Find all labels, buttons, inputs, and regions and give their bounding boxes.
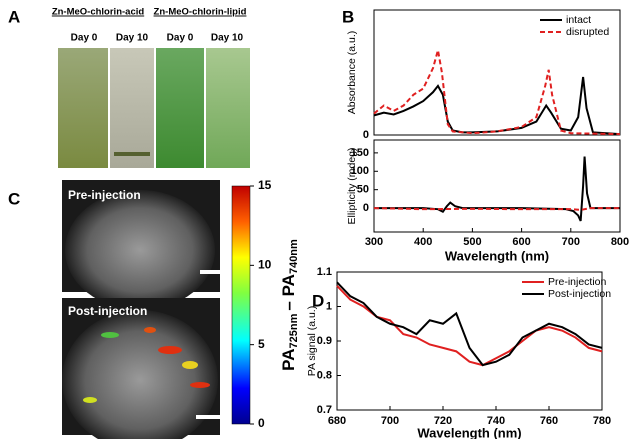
legend-label: Pre-injection — [548, 276, 607, 288]
colorbar-tick-label: 5 — [258, 337, 265, 351]
colorbar-tick-label: 10 — [258, 258, 272, 272]
tissue — [62, 310, 218, 439]
colorbar-tick-label: 15 — [258, 178, 272, 192]
y-tick-label: 0.8 — [317, 369, 332, 381]
tissue — [65, 190, 215, 310]
label-part: PA — [279, 348, 298, 370]
series-line — [336, 281, 603, 367]
colorbar — [231, 185, 251, 425]
y-tick-label: 0 — [363, 129, 369, 141]
x-tick-label: 600 — [512, 236, 530, 248]
vial-photo — [58, 48, 108, 168]
label-part: 740nm — [288, 239, 300, 274]
group-label: Zn-MeO-chlorin-lipid — [154, 7, 247, 18]
scale-bar — [196, 415, 220, 419]
y-axis-label: Absorbance (a.u.) — [346, 31, 358, 114]
x-tick-label: 300 — [365, 236, 383, 248]
series-line — [373, 49, 621, 136]
scale-bar — [200, 270, 222, 274]
panel-letter: B — [342, 7, 354, 26]
y-axis-label: PA signal (a.u.) — [306, 306, 318, 376]
y-tick-label: 1.1 — [317, 266, 332, 278]
x-tick-label: 700 — [381, 415, 399, 427]
colorbar-label: PA725nm – PA740nm — [279, 239, 299, 371]
y-tick-label: 0 — [363, 202, 369, 214]
day-label: Day 10 — [211, 33, 244, 44]
plot-area — [373, 9, 621, 136]
y-tick-label: 0.9 — [317, 335, 332, 347]
legend-label: intact — [566, 14, 591, 26]
series-line — [373, 207, 620, 211]
plot-area — [373, 139, 621, 233]
day-label: Day 0 — [167, 33, 194, 44]
panel-letter: D — [312, 291, 324, 310]
vial-photo — [156, 48, 204, 168]
y-tick-label: 50 — [357, 184, 369, 196]
image-label: Pre-injection — [68, 188, 141, 202]
pa-overlay — [83, 327, 210, 403]
series-line — [336, 285, 603, 367]
x-tick-label: 740 — [487, 415, 505, 427]
vial-photo — [206, 48, 250, 168]
x-tick-label: 500 — [463, 236, 481, 248]
y-tick-label: 100 — [351, 165, 369, 177]
y-tick-label: 1 — [326, 300, 332, 312]
group-label: Zn-MeO-chlorin-acid — [52, 7, 145, 18]
y-tick-label: 0.7 — [317, 404, 332, 416]
day-label: Day 0 — [71, 33, 98, 44]
legend-label: disrupted — [566, 26, 609, 38]
y-tick-label: 150 — [351, 147, 369, 159]
panel-letter: C — [8, 189, 20, 208]
x-tick-label: 400 — [414, 236, 432, 248]
x-tick-label: 760 — [540, 415, 558, 427]
y-axis-label: Ellipticity (mdeg) — [346, 147, 358, 224]
x-tick-label: 700 — [562, 236, 580, 248]
x-tick-label: 780 — [593, 415, 611, 427]
x-tick-label: 680 — [328, 415, 346, 427]
label-part: – PA — [279, 274, 298, 311]
series-line — [374, 156, 620, 222]
image-label: Post-injection — [68, 304, 147, 318]
x-tick-label: 720 — [434, 415, 452, 427]
x-axis-label: Wavelength (nm) — [417, 425, 521, 439]
vial-photo — [110, 48, 154, 168]
day-label: Day 10 — [116, 33, 149, 44]
series-line — [373, 76, 621, 136]
sediment — [114, 152, 150, 156]
panel-letter: A — [8, 7, 20, 26]
x-tick-label: 800 — [611, 236, 629, 248]
x-axis-label: Wavelength (nm) — [445, 248, 549, 263]
label-part: 725nm — [288, 313, 300, 348]
legend-label: Post-injection — [548, 288, 611, 300]
colorbar-tick-label: 0 — [258, 416, 265, 430]
